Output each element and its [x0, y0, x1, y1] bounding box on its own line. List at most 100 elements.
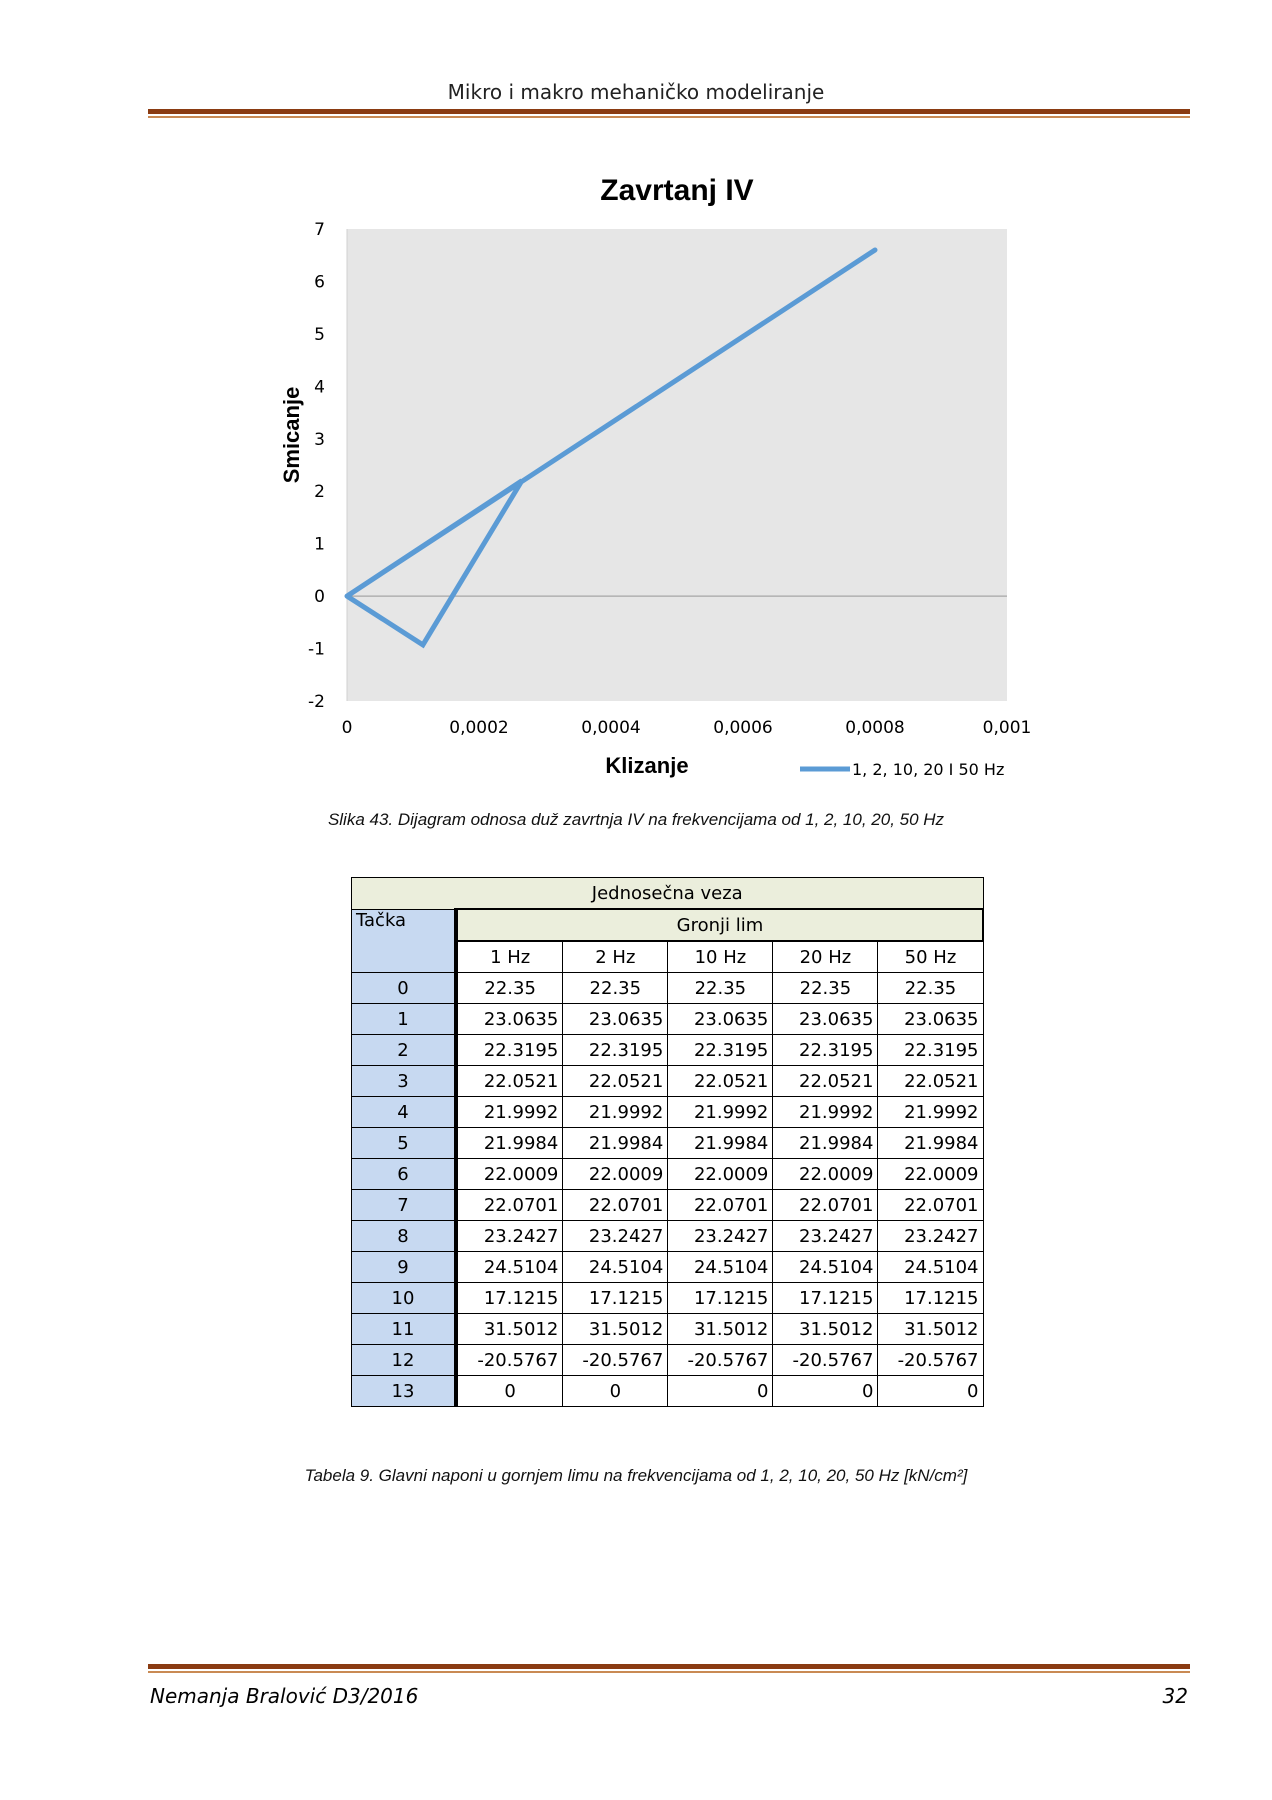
point-index: 4	[351, 1096, 458, 1128]
stress-table: Jednosečna veza Tačka Gronji lim 1 Hz 2 H…	[351, 877, 984, 1407]
stress-value: 31.5012	[562, 1313, 669, 1345]
stress-value: 21.9992	[877, 1096, 984, 1128]
stress-value: 22.0521	[562, 1065, 669, 1097]
stress-value: 22.35	[667, 972, 774, 1004]
stress-value: 22.0009	[455, 1158, 564, 1190]
stress-value: 22.3195	[667, 1034, 774, 1066]
x-tick-label: 0,0004	[581, 718, 640, 738]
point-index: 1	[351, 1003, 458, 1035]
stress-value: 21.9992	[772, 1096, 879, 1128]
stress-value: 0	[877, 1375, 984, 1407]
point-index: 9	[351, 1251, 458, 1283]
stress-value: -20.5767	[562, 1344, 669, 1376]
table-row: 1 23.0635 23.0635 23.0635 23.0635 23.0635	[351, 1003, 984, 1035]
column-header: 20 Hz	[772, 940, 879, 973]
table-group-title: Jednosečna veza	[351, 877, 984, 910]
point-index: 7	[351, 1189, 458, 1221]
table-row: 0 22.35 22.35 22.35 22.35 22.35	[351, 972, 984, 1004]
table-row: 10 17.1215 17.1215 17.1215 17.1215 17.1215	[351, 1282, 984, 1314]
stress-value: 24.5104	[667, 1251, 774, 1283]
stress-value: 23.2427	[455, 1220, 564, 1252]
stress-value: 23.2427	[772, 1220, 879, 1252]
stress-value: 22.35	[772, 972, 879, 1004]
stress-value: 22.35	[877, 972, 984, 1004]
x-tick-label: 0,0008	[845, 718, 904, 738]
x-tick-label: 0,0002	[449, 718, 508, 738]
stress-value: 22.0521	[455, 1065, 564, 1097]
stress-value: 23.0635	[877, 1003, 984, 1035]
stress-value: 23.0635	[772, 1003, 879, 1035]
stress-value: 31.5012	[455, 1313, 564, 1345]
series-line	[344, 247, 878, 649]
stress-value: 23.0635	[562, 1003, 669, 1035]
table-row: 8 23.2427 23.2427 23.2427 23.2427 23.2427	[351, 1220, 984, 1252]
table-row: 9 24.5104 24.5104 24.5104 24.5104 24.5104	[351, 1251, 984, 1283]
footer-rule	[148, 1664, 1190, 1673]
page-number: 32	[1162, 1684, 1188, 1708]
column-header: 2 Hz	[562, 940, 669, 973]
stress-value: 22.0701	[772, 1189, 879, 1221]
point-index: 2	[351, 1034, 458, 1066]
table-caption: Tabela 9. Glavni naponi u gornjem limu n…	[304, 1466, 968, 1485]
running-header: Mikro i makro mehaničko modeliranje	[447, 80, 825, 104]
stress-value: 31.5012	[772, 1313, 879, 1345]
stress-value: 22.0009	[772, 1158, 879, 1190]
stress-value: -20.5767	[772, 1344, 879, 1376]
x-tick-label: 0,001	[983, 718, 1032, 738]
stress-value: 17.1215	[772, 1282, 879, 1314]
x-tick-label: 0	[342, 718, 353, 738]
stress-value: 21.9984	[877, 1127, 984, 1159]
stress-value: 21.9984	[455, 1127, 564, 1159]
stress-value: 23.2427	[562, 1220, 669, 1252]
stress-value: 31.5012	[877, 1313, 984, 1345]
table-row: 3 22.0521 22.0521 22.0521 22.0521 22.0521	[351, 1065, 984, 1097]
y-tick-label: 3	[314, 430, 325, 450]
stress-value: 21.9992	[667, 1096, 774, 1128]
y-tick-label: 0	[314, 587, 325, 607]
stress-value: 22.0009	[667, 1158, 774, 1190]
point-index: 12	[351, 1344, 458, 1376]
y-tick-label: 7	[314, 220, 325, 240]
x-tick-label: 0,0006	[713, 718, 772, 738]
stress-value: 22.35	[455, 972, 564, 1004]
table-row: 4 21.9992 21.9992 21.9992 21.9992 21.9992	[351, 1096, 984, 1128]
stress-value: 22.3195	[455, 1034, 564, 1066]
stress-value: 22.0521	[877, 1065, 984, 1097]
stress-value: 22.0521	[667, 1065, 774, 1097]
stress-value: 22.0701	[562, 1189, 669, 1221]
column-header: 50 Hz	[877, 940, 984, 973]
y-tick-label: -1	[308, 640, 325, 660]
stress-value: 22.0521	[772, 1065, 879, 1097]
stress-value: -20.5767	[877, 1344, 984, 1376]
y-tick-label: 1	[314, 535, 325, 555]
stress-value: 0	[772, 1375, 879, 1407]
footer-author: Nemanja Bralović D3/2016	[150, 1684, 419, 1708]
stress-value: 24.5104	[772, 1251, 879, 1283]
table-row: 12 -20.5767 -20.5767 -20.5767 -20.5767 -20.57…	[351, 1344, 984, 1376]
figure-caption: Slika 43. Dijagram odnosa duž zavrtnja I…	[327, 810, 945, 829]
table-row: 6 22.0009 22.0009 22.0009 22.0009 22.0009	[351, 1158, 984, 1190]
stress-value: 23.2427	[877, 1220, 984, 1252]
stress-value: 22.3195	[772, 1034, 879, 1066]
stress-value: 23.0635	[455, 1003, 564, 1035]
stress-value: 0	[455, 1375, 564, 1407]
stress-value: 21.9984	[667, 1127, 774, 1159]
column-header: 1 Hz	[455, 940, 564, 973]
chart-title: Zavrtanj IV	[600, 174, 753, 207]
stress-value: 22.0701	[877, 1189, 984, 1221]
stress-value: 21.9984	[772, 1127, 879, 1159]
stress-value: 22.35	[562, 972, 669, 1004]
point-index: 8	[351, 1220, 458, 1252]
stress-value: 17.1215	[667, 1282, 774, 1314]
table-subgroup-title: Gronji lim	[455, 908, 984, 942]
point-index: 3	[351, 1065, 458, 1097]
stress-value: 21.9992	[455, 1096, 564, 1128]
stress-value: 22.0009	[562, 1158, 669, 1190]
stress-value: 24.5104	[562, 1251, 669, 1283]
stress-value: 21.9992	[562, 1096, 669, 1128]
table-row: 11 31.5012 31.5012 31.5012 31.5012 31.5012	[351, 1313, 984, 1345]
table-row: 5 21.9984 21.9984 21.9984 21.9984 21.9984	[351, 1127, 984, 1159]
point-index: 13	[351, 1375, 458, 1407]
stress-value: 0	[667, 1375, 774, 1407]
stress-value: 22.3195	[877, 1034, 984, 1066]
